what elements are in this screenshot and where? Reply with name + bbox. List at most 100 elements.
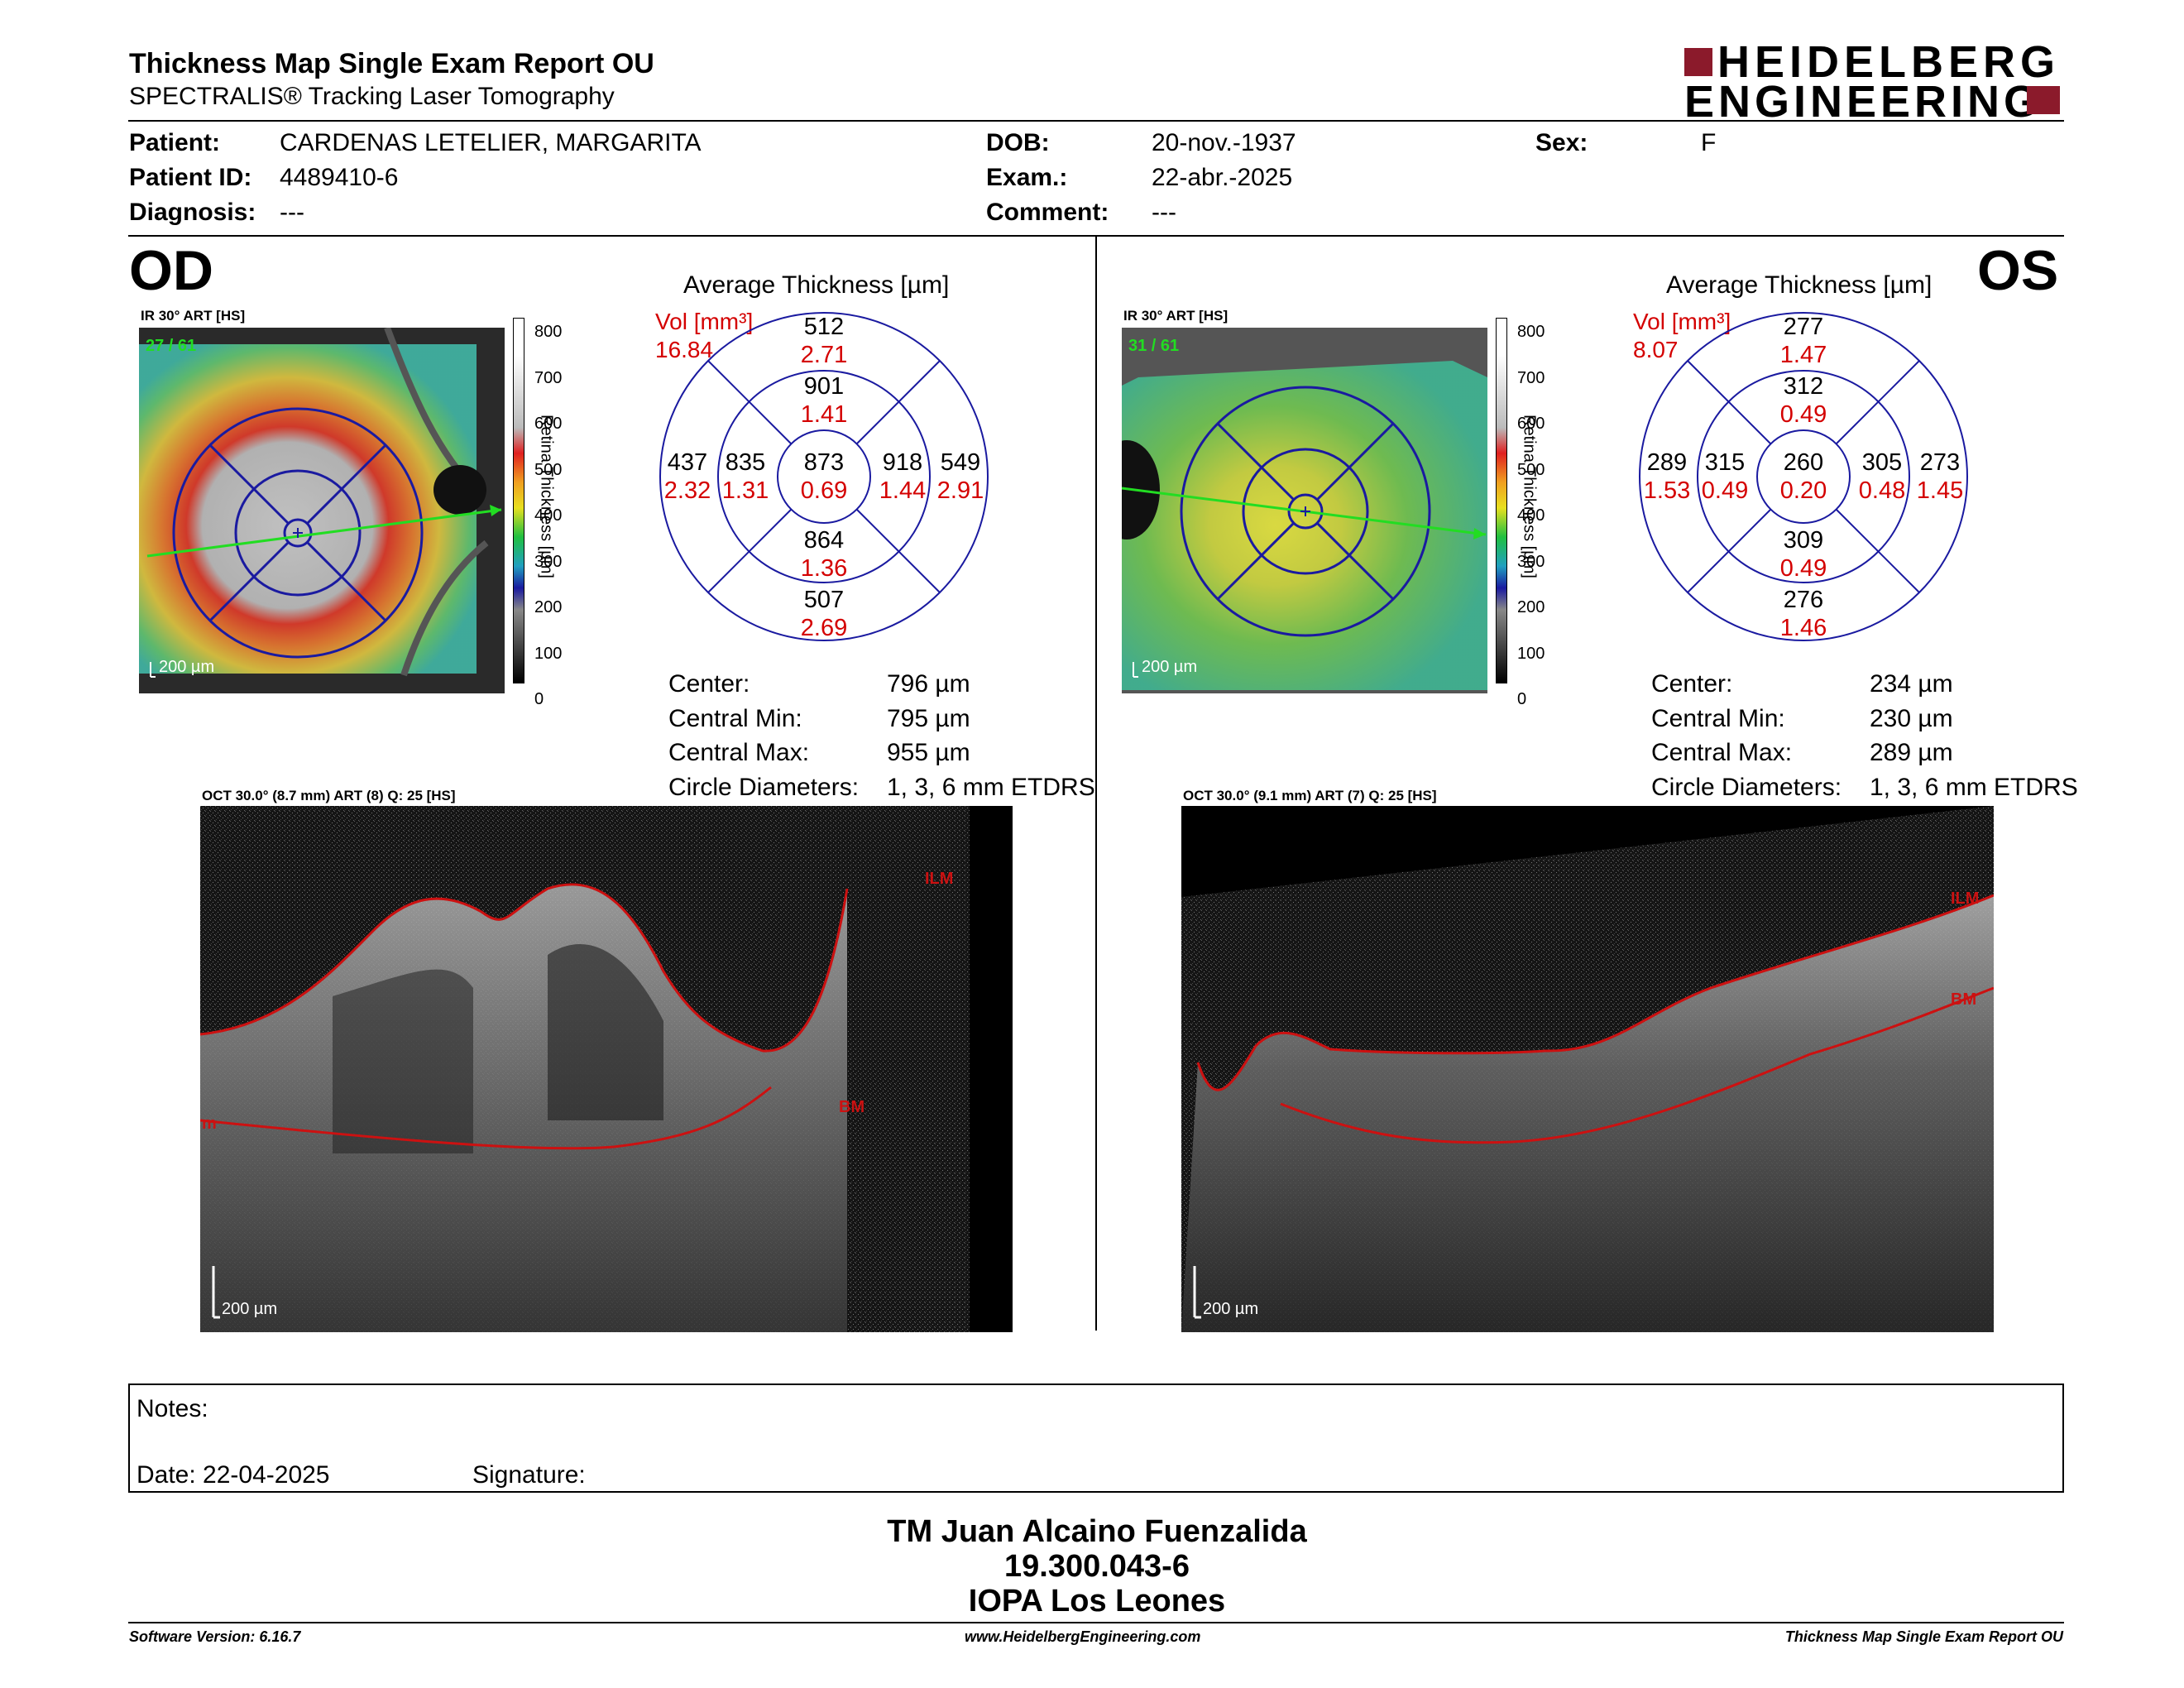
os-stat-label: Circle Diameters: — [1651, 773, 1842, 801]
os-cb-tick: 600 — [1517, 415, 1545, 433]
os-oct-caption: OCT 30.0° (9.1 mm) ART (7) Q: 25 [HS] — [1183, 788, 1437, 803]
os-oct-bscan: ILM BM 200 µm — [1181, 806, 1994, 1332]
od-outer-left-vol: 2.32 — [663, 477, 711, 504]
website-link[interactable]: www.HeidelbergEngineering.com — [965, 1628, 1201, 1645]
exam-value: 22-abr.-2025 — [1152, 164, 1293, 191]
od-oct-ilm-text: ILM — [925, 870, 953, 888]
od-stat-label: Central Max: — [668, 739, 810, 766]
os-stat-value: 1, 3, 6 mm ETDRS — [1870, 773, 2078, 801]
technician-name: TM Juan Alcaino Fuenzalida — [887, 1514, 1307, 1549]
od-outer-bottom-thk: 507 — [803, 587, 845, 613]
os-etdrs-grid — [1639, 312, 1968, 641]
os-colorbar-title: Retina Thickness [µm] — [1520, 415, 1539, 578]
footer-divider — [128, 1622, 2064, 1623]
od-vol: Vol [mm³] 16.84 — [655, 308, 753, 364]
od-oct-scale: 200 µm — [222, 1300, 277, 1318]
od-outer-left-thk: 437 — [667, 449, 708, 476]
od-thickness-map: 27 / 61 200 µm — [139, 328, 505, 693]
logo-line1: HEIDELBERG — [1717, 37, 2061, 87]
os-outer-top-vol: 1.47 — [1779, 342, 1827, 368]
od-outer-right-vol: 2.91 — [936, 477, 984, 504]
od-stats-values: 796 µm 795 µm 955 µm 1, 3, 6 mm ETDRS — [887, 667, 1095, 804]
od-colorbar-title: Retina Thickness [µm] — [537, 415, 556, 578]
os-inner-top-vol: 0.49 — [1779, 401, 1827, 428]
os-stat-label: Central Max: — [1651, 739, 1793, 766]
od-ir-overlay: 27 / 61 — [146, 337, 196, 355]
notes-label: Notes: — [136, 1395, 208, 1422]
od-stat-value: 955 µm — [887, 739, 970, 766]
os-outer-top-thk: 277 — [1783, 314, 1824, 340]
notes-box[interactable]: Notes: Date: 22-04-2025 Signature: — [128, 1383, 2064, 1493]
od-inner-bottom-vol: 1.36 — [800, 555, 848, 582]
os-cb-tick: 700 — [1517, 368, 1545, 387]
od-ir-scale: 200 µm — [159, 658, 214, 676]
os-eye-label: OS — [1977, 239, 2059, 302]
report-title: Thickness Map Single Exam Report OU — [129, 48, 654, 79]
os-cb-tick: 400 — [1517, 506, 1545, 525]
os-cb-tick: 500 — [1517, 460, 1545, 479]
os-inner-right-thk: 305 — [1861, 449, 1903, 476]
os-colorbar-gradient — [1496, 318, 1507, 683]
od-cb-tick: 200 — [534, 598, 563, 616]
os-stats-labels: Center: Central Min: Central Max: Circle… — [1651, 667, 1842, 804]
dob-label: DOB: — [986, 129, 1050, 156]
od-stat-label: Central Min: — [668, 704, 802, 732]
logo-square-top — [1684, 48, 1712, 76]
os-outer-left-thk: 289 — [1646, 449, 1688, 476]
od-cb-tick: 0 — [534, 690, 544, 708]
patient-name: CARDENAS LETELIER, MARGARITA — [280, 129, 702, 156]
os-inner-left-thk: 315 — [1704, 449, 1746, 476]
heidelberg-logo: HEIDELBERG ENGINEERING — [1684, 40, 2065, 124]
os-outer-right-vol: 1.45 — [1916, 477, 1964, 504]
os-vol-value: 8.07 — [1633, 337, 1679, 362]
technician-block: TM Juan Alcaino Fuenzalida 19.300.043-6 … — [766, 1514, 1428, 1618]
od-cb-tick: 600 — [534, 415, 563, 433]
od-stat-value: 1, 3, 6 mm ETDRS — [887, 773, 1095, 801]
od-cb-tick: 100 — [534, 644, 563, 663]
od-center-thk: 873 — [803, 449, 845, 476]
od-colorbar-gradient — [513, 318, 524, 683]
os-center-thk: 260 — [1783, 449, 1824, 476]
os-stats-values: 234 µm 230 µm 289 µm 1, 3, 6 mm ETDRS — [1870, 667, 2078, 804]
od-stat-value: 796 µm — [887, 670, 970, 698]
od-cb-tick: 300 — [534, 552, 563, 571]
os-ir-scale: 200 µm — [1142, 658, 1197, 676]
technician-clinic: IOPA Los Leones — [968, 1584, 1226, 1618]
exam-label: Exam.: — [986, 164, 1068, 191]
od-stat-label: Center: — [668, 670, 750, 698]
os-outer-right-thk: 273 — [1919, 449, 1961, 476]
od-stats-labels: Center: Central Min: Central Max: Circle… — [668, 667, 859, 804]
center-divider — [1095, 237, 1097, 1331]
header-divider — [128, 120, 2064, 122]
os-cb-tick: 800 — [1517, 323, 1545, 341]
os-cb-tick: 200 — [1517, 598, 1545, 616]
od-oct-bscan: ILM BM m 200 µm — [200, 806, 1013, 1332]
od-eye-label: OD — [129, 239, 213, 302]
od-outer-top-vol: 2.71 — [800, 342, 848, 368]
patient-id-label: Patient ID: — [129, 164, 252, 191]
os-oct-ilm-label: ILM — [1951, 890, 1979, 908]
logo-square-bottom — [2027, 86, 2060, 114]
os-oct-bm-label: BM — [1951, 990, 1976, 1009]
os-inner-bottom-vol: 0.49 — [1779, 555, 1827, 582]
software-version: Software Version: 6.16.7 — [129, 1628, 301, 1645]
patient-label: Patient: — [129, 129, 221, 156]
os-ir-caption: IR 30° ART [HS] — [1123, 308, 1228, 324]
od-stat-label: Circle Diameters: — [668, 773, 860, 801]
diagnosis-label: Diagnosis: — [129, 199, 256, 226]
od-center-vol: 0.69 — [800, 477, 848, 504]
od-cb-tick: 800 — [534, 323, 563, 341]
os-outer-bottom-vol: 1.46 — [1779, 615, 1827, 641]
os-stat-value: 230 µm — [1870, 704, 1953, 732]
sex-label: Sex: — [1535, 129, 1588, 156]
comment-value: --- — [1152, 199, 1176, 226]
patient-id: 4489410-6 — [280, 164, 399, 191]
od-vol-value: 16.84 — [655, 337, 714, 362]
os-stat-label: Center: — [1651, 670, 1733, 698]
os-cb-tick: 100 — [1517, 644, 1545, 663]
os-ir-overlay: 31 / 61 — [1128, 337, 1179, 355]
os-etdrs-values: 277 1.47 312 0.49 260 0.20 309 0.49 276 1.46 … — [1638, 311, 1969, 642]
os-colorbar: 800 700 600 500 400 300 200 100 0 — [1496, 318, 1562, 708]
logo-line2: ENGINEERING — [1684, 77, 2043, 127]
comment-label: Comment: — [986, 199, 1109, 226]
